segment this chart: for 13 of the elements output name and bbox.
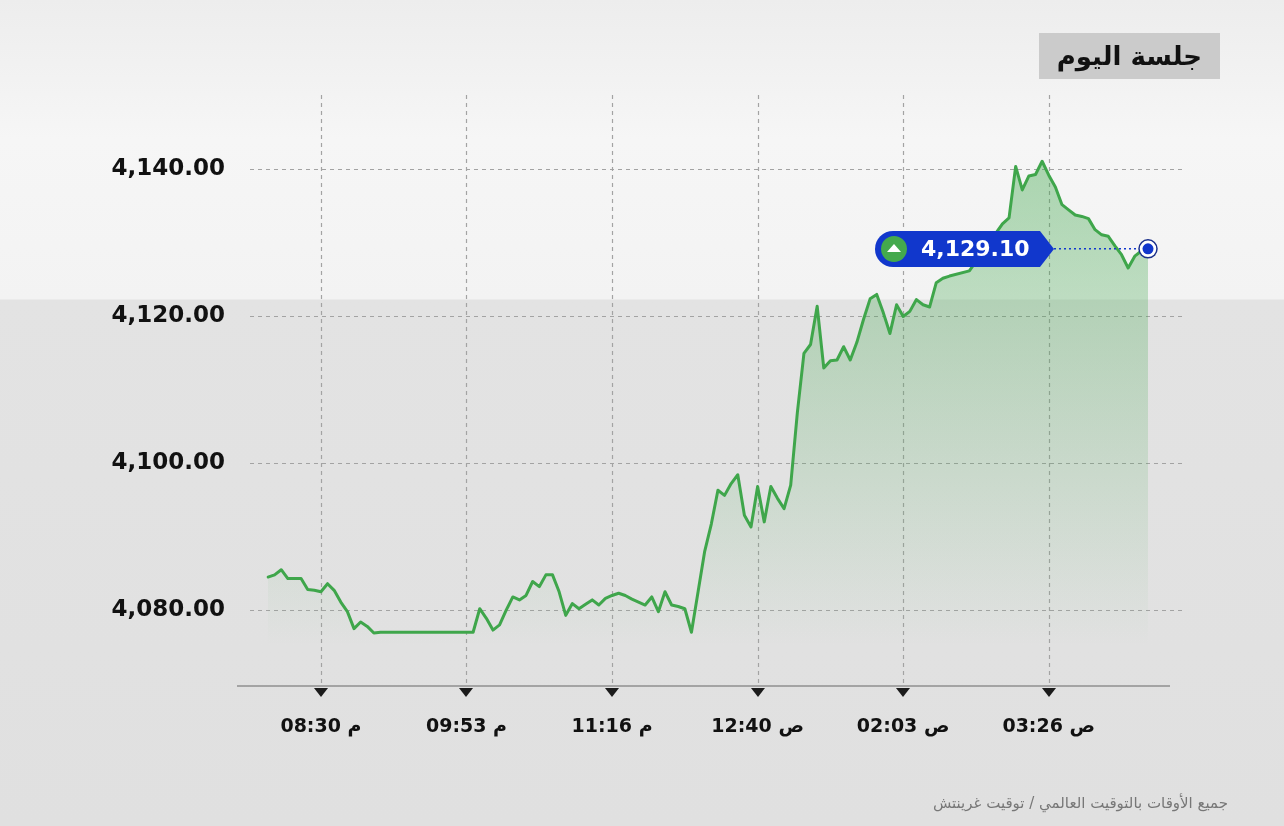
y-tick-label: 4,080.00 — [111, 595, 225, 622]
x-tick-label: 03:26 ص — [1002, 714, 1096, 738]
x-tick-label: 02:03 ص — [856, 714, 950, 738]
y-tick-label: 4,140.00 — [111, 153, 225, 180]
text: جميع الأوقات بالتوقيت العالمي / توقيت غرينتش — [932, 793, 1228, 813]
y-tick-label: 4,100.00 — [111, 447, 225, 474]
x-tick-label: 09:53 م — [425, 714, 508, 738]
chart-title: جلسة اليوم — [1038, 33, 1220, 79]
ref-line-label: 4,129.10 — [921, 234, 1030, 263]
y-tick-label: 4,120.00 — [111, 300, 225, 327]
x-tick-label: 12:40 ص — [711, 714, 804, 738]
x-tick-label: 11:16 م — [571, 714, 653, 738]
x-tick-label: 08:30 م — [280, 714, 362, 738]
